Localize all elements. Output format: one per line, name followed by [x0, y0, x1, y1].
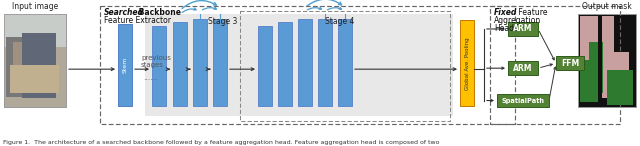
- Bar: [4, 14, 66, 107]
- Bar: [10, 65, 59, 93]
- Bar: [607, 70, 633, 105]
- Text: Stage 4: Stage 4: [325, 17, 355, 26]
- Bar: [508, 22, 538, 36]
- Bar: [338, 19, 352, 106]
- Bar: [4, 14, 66, 47]
- Text: Stem: Stem: [122, 57, 127, 73]
- Bar: [460, 20, 474, 106]
- Text: Searched: Searched: [104, 8, 144, 17]
- Bar: [598, 16, 602, 104]
- Bar: [6, 37, 40, 97]
- Text: Aggregation: Aggregation: [494, 16, 541, 25]
- Bar: [556, 56, 584, 70]
- Text: Figure 1.  The architecture of a searched backbone followed by a feature aggrega: Figure 1. The architecture of a searched…: [3, 140, 440, 145]
- Bar: [118, 24, 132, 106]
- Bar: [578, 14, 636, 107]
- Bar: [589, 42, 603, 93]
- Text: ARM: ARM: [513, 25, 532, 33]
- Bar: [4, 14, 66, 107]
- Text: ......: ......: [143, 73, 157, 81]
- Text: SpatialPath: SpatialPath: [502, 98, 545, 104]
- Bar: [580, 60, 600, 101]
- Bar: [213, 19, 227, 106]
- Text: FFM: FFM: [561, 59, 579, 68]
- Bar: [595, 52, 629, 98]
- Bar: [508, 61, 538, 75]
- Text: Global Ave. Pooling: Global Ave. Pooling: [465, 37, 470, 90]
- Bar: [173, 22, 187, 106]
- Bar: [497, 94, 549, 107]
- Text: Heads: Heads: [494, 24, 518, 33]
- Bar: [580, 16, 614, 72]
- Bar: [258, 26, 272, 106]
- Bar: [145, 14, 453, 116]
- Text: previous
stages: previous stages: [141, 55, 171, 68]
- Text: Feature: Feature: [516, 8, 547, 17]
- Bar: [298, 19, 312, 106]
- Bar: [578, 14, 636, 107]
- Bar: [278, 22, 292, 106]
- Bar: [152, 26, 166, 106]
- Text: Output mask: Output mask: [582, 2, 632, 11]
- Text: ARM: ARM: [513, 64, 532, 73]
- Text: Stage 3: Stage 3: [208, 17, 237, 26]
- Bar: [318, 19, 332, 106]
- Bar: [22, 33, 56, 98]
- Text: Input image: Input image: [12, 2, 58, 11]
- Bar: [13, 42, 37, 93]
- Text: Fixed: Fixed: [494, 8, 517, 17]
- Text: Feature Extractor: Feature Extractor: [104, 16, 171, 25]
- Bar: [193, 19, 207, 106]
- Text: Backbone: Backbone: [136, 8, 181, 17]
